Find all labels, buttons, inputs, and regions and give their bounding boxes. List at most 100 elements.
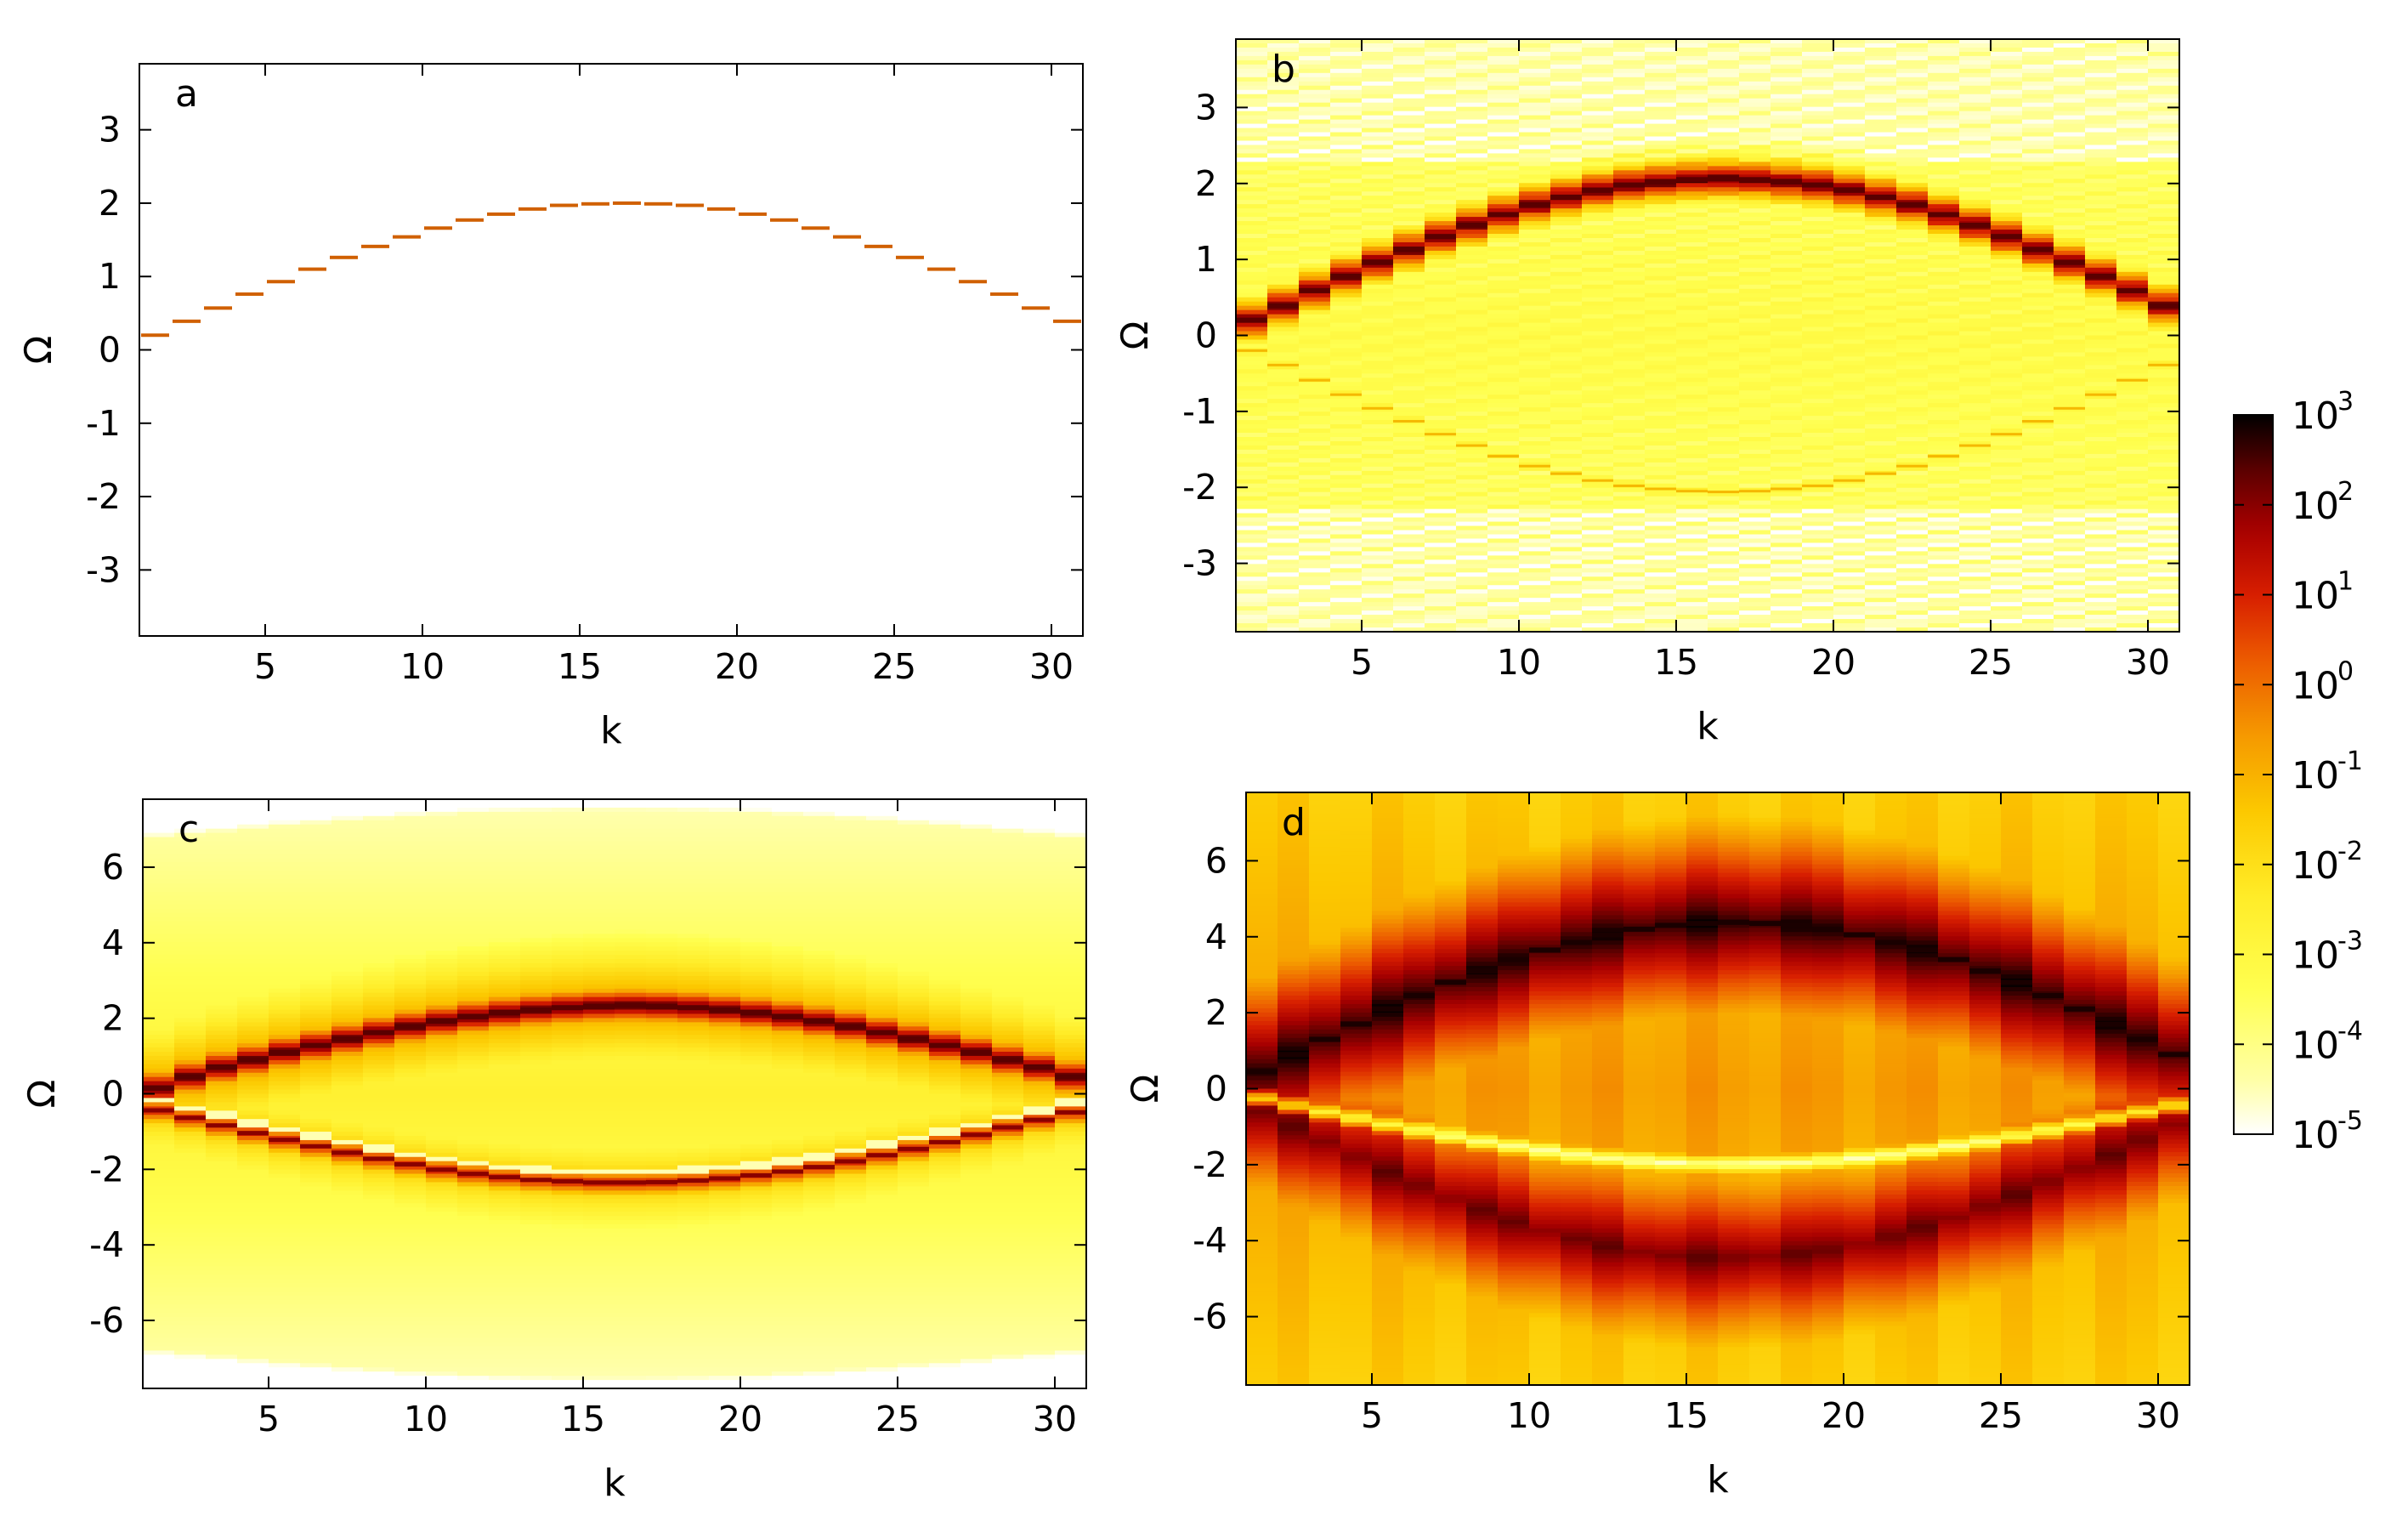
spectral-column bbox=[1550, 39, 1583, 632]
spectral-column bbox=[803, 799, 836, 1388]
spectral-column bbox=[2158, 792, 2190, 1385]
x-tick-label: 25 bbox=[1969, 642, 2013, 683]
spectral-column bbox=[206, 799, 238, 1388]
spectral-column bbox=[520, 799, 552, 1388]
spectral-column bbox=[772, 799, 804, 1388]
spectral-column bbox=[835, 799, 867, 1388]
spectral-column bbox=[269, 799, 301, 1388]
spectral-column bbox=[1309, 792, 1341, 1385]
colorbar-tick-exponent: 3 bbox=[2337, 387, 2354, 417]
lower-band-mark bbox=[1959, 444, 1992, 447]
y-tick-label: 4 bbox=[102, 922, 124, 963]
y-tick-label: 0 bbox=[99, 330, 121, 371]
colorbar-tick-exponent: -2 bbox=[2337, 837, 2363, 866]
upper-band-mark bbox=[1844, 932, 1876, 938]
upper-band-mark bbox=[740, 1010, 773, 1016]
x-tick-label: 10 bbox=[1507, 1395, 1551, 1436]
spectral-column bbox=[1362, 39, 1394, 632]
upper-band-mark bbox=[898, 1036, 930, 1042]
lower-band-mark bbox=[1739, 490, 1771, 493]
lower-band-mark bbox=[1896, 464, 1929, 468]
colorbar-tick-base: 10 bbox=[2292, 485, 2339, 528]
spectral-column bbox=[1498, 792, 1530, 1385]
upper-band-mark bbox=[520, 1007, 552, 1013]
band-mark bbox=[581, 202, 609, 206]
spectral-column bbox=[1907, 792, 1939, 1385]
spectral-column bbox=[1812, 792, 1844, 1385]
spectral-column bbox=[2085, 39, 2117, 632]
upper-band-mark bbox=[1875, 939, 1907, 945]
x-axis-label: k bbox=[1697, 705, 1719, 748]
upper-band-mark bbox=[1645, 179, 1677, 184]
upper-band-mark bbox=[1023, 1064, 1056, 1070]
colorbar-tick-exponent: -4 bbox=[2337, 1016, 2363, 1046]
band-mark bbox=[927, 267, 955, 271]
upper-band-mark bbox=[143, 1085, 175, 1091]
lower-band-mark bbox=[1236, 349, 1268, 352]
spectral-column bbox=[1645, 39, 1677, 632]
x-tick-label: 5 bbox=[1361, 1395, 1383, 1436]
upper-band-mark bbox=[1362, 259, 1394, 265]
panel-label: c bbox=[178, 808, 199, 851]
colorbar-tick-base: 10 bbox=[2292, 844, 2339, 888]
upper-band-mark bbox=[300, 1042, 332, 1048]
upper-band-mark bbox=[1456, 222, 1488, 228]
y-tick-label: -2 bbox=[1182, 467, 1217, 508]
plot-area bbox=[1236, 39, 2179, 632]
upper-band-mark bbox=[1592, 932, 1624, 938]
spectral-column bbox=[1267, 39, 1300, 632]
spectral-column bbox=[615, 799, 647, 1388]
spectral-column bbox=[1928, 39, 1960, 632]
spectral-column bbox=[1991, 39, 2023, 632]
x-tick-label: 15 bbox=[561, 1399, 605, 1439]
upper-band-mark bbox=[1055, 1074, 1086, 1080]
x-tick-label: 5 bbox=[258, 1399, 280, 1439]
x-tick-label: 30 bbox=[2136, 1395, 2180, 1436]
spectral-column bbox=[1676, 39, 1708, 632]
plot-area bbox=[1246, 792, 2190, 1385]
upper-band-mark bbox=[206, 1064, 238, 1070]
y-tick-label: 0 bbox=[1195, 315, 1217, 356]
spectral-column bbox=[646, 799, 678, 1388]
upper-band-mark bbox=[1623, 926, 1656, 932]
lower-band-mark bbox=[552, 1179, 584, 1184]
lower-band-mark bbox=[1991, 433, 2023, 436]
panel-d: 5 10 15 20 25 30 -6 -4 -2 0 2 4 6 k Ωd bbox=[1124, 792, 2190, 1501]
spectral-column bbox=[2127, 792, 2159, 1385]
upper-band-mark bbox=[1991, 234, 2023, 240]
upper-band-mark bbox=[1246, 1069, 1278, 1075]
lower-band-mark bbox=[426, 1167, 458, 1172]
lower-band-mark bbox=[1582, 479, 1614, 482]
band-mark bbox=[235, 292, 263, 296]
spectral-column bbox=[2116, 39, 2149, 632]
upper-band-mark bbox=[2032, 993, 2065, 999]
lower-band-mark bbox=[1425, 433, 1457, 436]
upper-band-mark bbox=[1928, 212, 1960, 218]
spectral-column bbox=[1023, 799, 1056, 1388]
spectral-column bbox=[866, 799, 898, 1388]
y-axis-label: Ω bbox=[1124, 1075, 1167, 1104]
upper-band-mark bbox=[2127, 1036, 2159, 1042]
y-tick-label: 4 bbox=[1205, 917, 1227, 957]
band-mark bbox=[487, 212, 515, 216]
band-mark bbox=[361, 244, 389, 248]
lower-band-mark bbox=[1613, 484, 1646, 487]
spectral-column bbox=[1236, 39, 1268, 632]
y-tick-label: -1 bbox=[1182, 391, 1217, 432]
lower-band-mark bbox=[992, 1125, 1024, 1130]
spectral-column bbox=[1246, 792, 1278, 1385]
lower-band-mark bbox=[1550, 472, 1583, 475]
upper-band-mark bbox=[1393, 247, 1425, 253]
colorbar-tick-base: 10 bbox=[2292, 575, 2339, 618]
lower-band-mark bbox=[237, 1131, 269, 1136]
upper-band-mark bbox=[1833, 187, 1866, 193]
panel-label: d bbox=[1282, 801, 1306, 844]
lower-band-mark bbox=[615, 1180, 647, 1185]
band-mark bbox=[864, 244, 892, 248]
spectral-column bbox=[1582, 39, 1614, 632]
upper-band-mark bbox=[426, 1019, 458, 1025]
upper-band-mark bbox=[1781, 922, 1813, 928]
y-tick-label: -3 bbox=[86, 549, 121, 590]
lower-band-mark bbox=[2022, 419, 2054, 423]
spectral-column bbox=[1718, 792, 1750, 1385]
